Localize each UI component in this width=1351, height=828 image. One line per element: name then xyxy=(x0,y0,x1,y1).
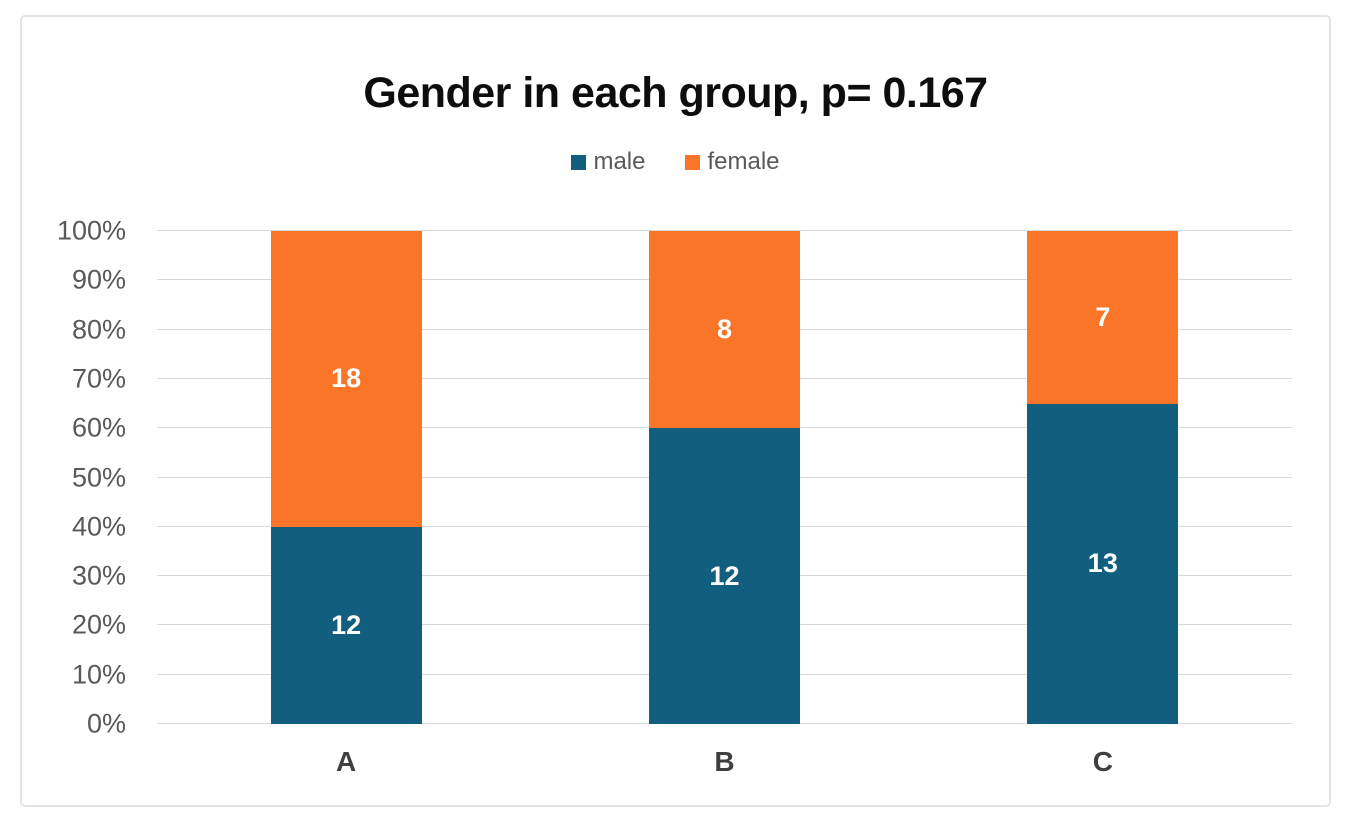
chart-card: Gender in each group, p= 0.167 male femal… xyxy=(20,15,1331,807)
y-tick-label-30%: 30% xyxy=(71,560,126,591)
bar-value-label-male-A: 12 xyxy=(331,609,362,640)
bar-segment-male-A: 12 xyxy=(270,526,422,724)
bar-value-label-female-A: 18 xyxy=(331,363,362,394)
chart-legend: male female xyxy=(22,148,1329,176)
bar-segment-female-C: 7 xyxy=(1027,231,1179,404)
y-tick-label-0%: 0% xyxy=(86,708,126,739)
y-tick-label-90%: 90% xyxy=(71,264,126,295)
legend-item-male: male xyxy=(571,148,645,176)
bar-value-label-male-C: 13 xyxy=(1087,548,1118,579)
female-legend-swatch xyxy=(685,154,701,170)
y-tick-label-10%: 10% xyxy=(71,659,126,690)
y-tick-label-50%: 50% xyxy=(71,462,126,492)
y-axis-labels: 0% 10% 20% 30% 40% 50% 60% 70% 80% 90% 100% xyxy=(22,216,126,739)
y-tick-label-60%: 60% xyxy=(71,412,126,443)
bar-column-C: 7 13 xyxy=(1027,231,1179,724)
legend-item-female: female xyxy=(685,148,780,176)
bar-column-B: 8 12 xyxy=(649,231,800,724)
x-category-label-B: B xyxy=(714,746,735,777)
legend-label-female: female xyxy=(707,148,780,175)
bar-segment-male-C: 13 xyxy=(1027,403,1179,724)
x-category-label-C: C xyxy=(1092,746,1113,777)
bar-column-A: 18 12 xyxy=(270,231,422,724)
y-tick-label-70%: 70% xyxy=(71,363,126,394)
bar-segment-male-B: 12 xyxy=(649,428,800,724)
bar-segment-female-A: 18 xyxy=(270,231,422,527)
y-tick-label-100%: 100% xyxy=(56,215,126,246)
plot-area: 18 12 8 12 7 13 xyxy=(157,230,1292,724)
chart-title: Gender in each group, p= 0.167 xyxy=(363,69,988,117)
x-category-label-A: A xyxy=(336,746,357,777)
legend-label-male: male xyxy=(593,148,646,175)
male-legend-swatch xyxy=(571,154,587,170)
y-tick-label-20%: 20% xyxy=(71,609,126,640)
bar-value-label-male-B: 12 xyxy=(709,560,740,591)
y-tick-label-40%: 40% xyxy=(71,511,126,542)
x-axis-labels: A B C xyxy=(157,746,1292,786)
bar-value-label-female-B: 8 xyxy=(716,314,733,345)
gridline-100% xyxy=(157,230,1292,231)
bar-value-label-female-C: 7 xyxy=(1095,301,1111,332)
y-tick-label-80%: 80% xyxy=(71,314,126,345)
bar-segment-female-B: 8 xyxy=(649,231,800,429)
